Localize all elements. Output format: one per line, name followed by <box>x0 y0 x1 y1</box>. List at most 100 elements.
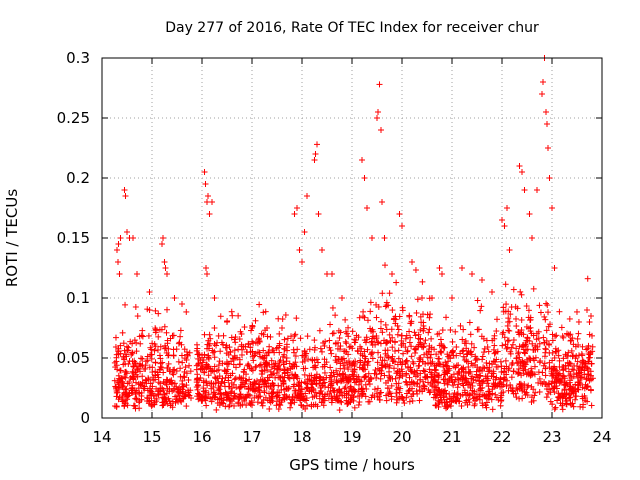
data-point <box>550 385 557 392</box>
data-point <box>227 348 234 355</box>
data-point <box>543 300 550 307</box>
data-point <box>431 367 438 374</box>
data-point <box>302 390 309 397</box>
data-point <box>160 369 167 376</box>
data-point <box>581 392 588 399</box>
x-tick-labels: 14 15 16 17 18 19 20 21 22 23 24 <box>92 428 611 446</box>
data-point <box>294 205 300 211</box>
data-point <box>364 359 371 366</box>
data-point <box>316 380 323 387</box>
data-point <box>483 395 490 402</box>
data-point <box>319 247 325 253</box>
data-point <box>304 333 311 340</box>
data-point <box>425 329 432 336</box>
data-point <box>396 313 403 320</box>
data-point <box>273 345 280 352</box>
data-point <box>586 351 593 358</box>
data-point <box>375 109 381 115</box>
data-point <box>532 354 539 361</box>
data-point <box>284 369 291 376</box>
data-point <box>426 314 433 321</box>
data-point <box>392 320 399 327</box>
data-point <box>377 325 384 332</box>
data-point <box>554 376 561 383</box>
data-point <box>417 376 424 383</box>
data-point <box>573 371 580 378</box>
y-tick-label: 0.15 <box>57 229 90 247</box>
data-point <box>247 392 254 399</box>
data-point <box>573 393 580 400</box>
data-point <box>489 289 495 295</box>
data-point <box>129 373 136 380</box>
data-point <box>574 335 581 342</box>
data-point <box>422 360 429 367</box>
data-point <box>308 380 315 387</box>
data-point <box>232 339 239 346</box>
data-point <box>238 351 245 358</box>
data-point <box>221 379 228 386</box>
data-point <box>333 377 340 384</box>
data-point <box>386 362 393 369</box>
data-point <box>436 342 443 349</box>
data-point <box>508 361 515 368</box>
data-point <box>134 271 140 277</box>
data-point <box>459 391 466 398</box>
data-point <box>199 396 206 403</box>
data-point <box>266 397 273 404</box>
data-point <box>318 348 325 355</box>
data-point <box>150 377 157 384</box>
data-point <box>205 352 212 359</box>
data-point <box>230 355 237 362</box>
data-point <box>328 399 335 406</box>
data-point <box>321 356 328 363</box>
data-point <box>224 319 230 325</box>
data-point <box>541 339 548 346</box>
data-point <box>343 330 350 337</box>
data-point <box>406 374 413 381</box>
data-point <box>430 394 437 401</box>
data-point <box>378 127 384 133</box>
data-point <box>400 350 407 357</box>
data-point <box>193 341 200 348</box>
data-point <box>309 381 316 388</box>
data-point <box>443 314 450 321</box>
data-point <box>161 323 168 330</box>
data-point <box>350 372 357 379</box>
data-point <box>528 372 535 379</box>
data-point <box>255 336 262 343</box>
data-point <box>223 394 230 401</box>
data-point <box>349 388 356 395</box>
data-point <box>327 364 334 371</box>
data-point <box>242 377 249 384</box>
data-point <box>503 383 510 390</box>
data-point <box>481 392 488 399</box>
data-point <box>567 337 574 344</box>
data-point <box>562 397 569 404</box>
data-point <box>408 393 415 400</box>
data-point <box>414 296 421 303</box>
data-point <box>560 355 567 362</box>
data-point <box>153 395 160 402</box>
data-point <box>503 377 510 384</box>
data-point <box>241 398 248 405</box>
data-point <box>159 241 165 247</box>
data-point <box>415 331 422 338</box>
data-point <box>515 350 522 357</box>
data-point <box>329 304 336 311</box>
data-point <box>159 399 166 406</box>
data-point <box>374 385 381 392</box>
data-point <box>168 379 175 386</box>
data-point <box>275 315 282 322</box>
data-point <box>393 370 400 377</box>
data-point <box>211 354 218 361</box>
data-point <box>427 354 434 361</box>
data-point <box>393 399 400 406</box>
data-point <box>371 386 378 393</box>
data-point <box>306 346 313 353</box>
data-point <box>351 379 358 386</box>
data-point <box>227 397 234 404</box>
data-point <box>406 387 413 394</box>
data-point <box>111 377 118 384</box>
data-point <box>155 379 162 386</box>
data-point <box>374 359 381 366</box>
